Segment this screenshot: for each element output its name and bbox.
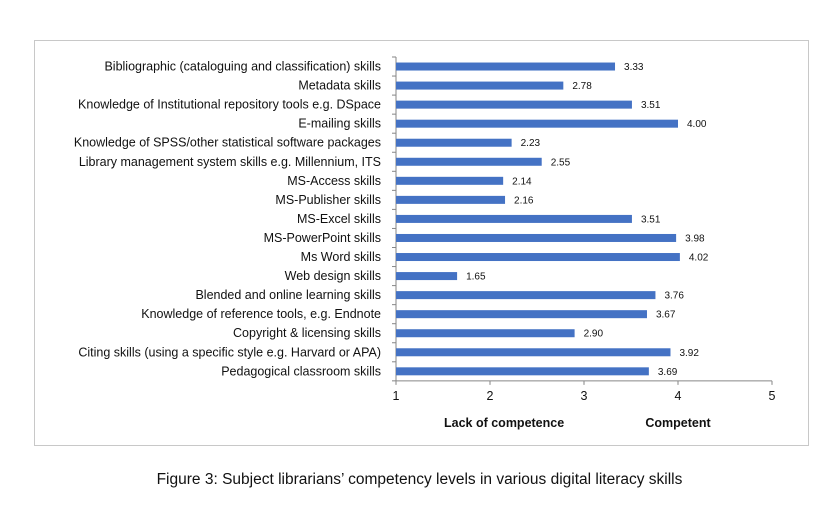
bar (396, 62, 616, 71)
category-label: MS-PowerPoint skills (264, 231, 381, 245)
figure-caption: Figure 3: Subject librarians’ competency… (156, 471, 683, 488)
bar (396, 195, 506, 204)
data-label: 2.14 (512, 176, 532, 187)
data-label: 2.23 (521, 138, 541, 149)
category-label: Citing skills (using a specific style e.… (78, 345, 381, 359)
category-label: Ms Word skills (301, 250, 381, 264)
category-label: E-mailing skills (298, 117, 381, 131)
bar (396, 348, 671, 357)
bar (396, 272, 458, 281)
data-label: 3.76 (664, 291, 684, 302)
x-tick-label: 5 (769, 389, 776, 403)
bar (396, 100, 632, 109)
category-label: MS-Access skills (287, 174, 381, 188)
category-label: Library management system skills e.g. Mi… (79, 155, 381, 169)
data-label: 4.02 (689, 253, 709, 264)
bar (396, 176, 504, 185)
bar (396, 214, 632, 223)
bar (396, 233, 677, 242)
data-label: 2.90 (584, 329, 604, 340)
data-label: 3.33 (624, 62, 644, 73)
bar (396, 119, 678, 128)
category-label: Bibliographic (cataloguing and classific… (104, 60, 381, 74)
data-label: 3.98 (685, 233, 705, 244)
category-label: MS-Publisher skills (275, 193, 381, 207)
x-tick-label: 4 (675, 389, 682, 403)
category-label: MS-Excel skills (297, 212, 381, 226)
category-label: Pedagogical classroom skills (221, 364, 381, 378)
bar-chart: Bibliographic (cataloguing and classific… (74, 56, 776, 430)
data-label: 2.16 (514, 195, 534, 206)
chart-frame: Bibliographic (cataloguing and classific… (34, 40, 809, 446)
category-label: Web design skills (285, 269, 381, 283)
bar (396, 157, 542, 166)
bar (396, 310, 647, 319)
data-label: 3.51 (641, 100, 661, 111)
data-label: 2.78 (572, 81, 592, 92)
category-label: Knowledge of Institutional repository to… (78, 98, 381, 112)
data-label: 4.00 (687, 119, 707, 130)
category-label: Copyright & licensing skills (233, 326, 381, 340)
x-tick-label: 3 (581, 389, 588, 403)
bar (396, 291, 656, 300)
bar (396, 138, 512, 147)
category-label: Blended and online learning skills (195, 288, 381, 302)
data-label: 3.69 (658, 367, 678, 378)
data-label: 2.55 (551, 157, 571, 168)
bar (396, 253, 680, 262)
x-tick-label: 2 (487, 389, 494, 403)
category-label: Metadata skills (298, 79, 381, 93)
data-label: 3.67 (656, 310, 676, 321)
category-label: Knowledge of reference tools, e.g. Endno… (141, 307, 381, 321)
bar (396, 367, 649, 376)
bar (396, 329, 575, 338)
data-label: 1.65 (466, 272, 486, 283)
data-label: 3.92 (679, 348, 699, 359)
bar (396, 81, 564, 90)
data-label: 3.51 (641, 214, 661, 225)
x-annotation-competent: Competent (645, 416, 711, 430)
x-annotation-lack-of-competence: Lack of competence (444, 416, 564, 430)
x-tick-label: 1 (393, 389, 400, 403)
category-label: Knowledge of SPSS/other statistical soft… (74, 136, 381, 150)
